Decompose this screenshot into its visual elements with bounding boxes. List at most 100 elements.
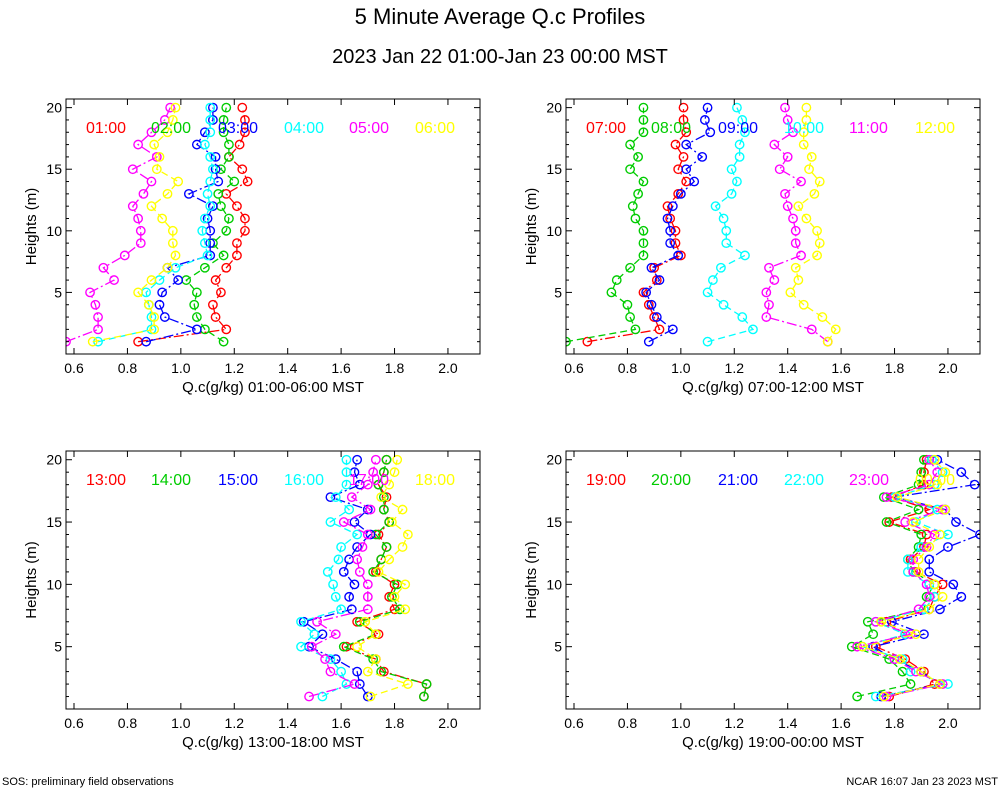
data-point	[232, 201, 242, 212]
data-point	[921, 542, 932, 552]
data-point	[189, 299, 200, 310]
x-tick-label: 0.8	[618, 360, 638, 376]
legend-entry-0900: 09:00	[718, 120, 758, 137]
data-point	[386, 517, 397, 527]
series-line-0000	[860, 459, 948, 698]
legend-entry-2100: 21:00	[718, 472, 758, 489]
data-point	[940, 504, 951, 515]
plot-frame	[565, 450, 981, 710]
data-point	[378, 467, 389, 478]
data-point	[154, 151, 165, 162]
data-point	[218, 115, 229, 125]
data-point	[362, 666, 373, 677]
data-point	[237, 164, 248, 175]
data-point	[381, 454, 392, 465]
data-point	[809, 188, 820, 199]
data-point	[205, 250, 216, 261]
data-point	[370, 566, 381, 577]
y-axis-label: Heights (m)	[23, 541, 40, 619]
data-point	[360, 616, 371, 627]
data-point	[199, 139, 210, 150]
data-point	[902, 566, 913, 577]
data-point	[397, 542, 408, 552]
data-point	[133, 287, 144, 298]
data-point	[127, 164, 138, 175]
data-point	[173, 275, 184, 285]
data-point	[208, 201, 218, 212]
data-point	[718, 213, 729, 224]
data-point	[365, 504, 376, 515]
data-point	[641, 287, 652, 298]
data-point	[937, 504, 948, 515]
data-point	[793, 201, 804, 212]
data-point	[726, 164, 737, 175]
data-point	[913, 554, 924, 565]
data-point	[143, 299, 154, 310]
plot-frame	[565, 98, 981, 355]
data-point	[352, 641, 363, 652]
data-point	[85, 287, 95, 298]
x-tick-label: 1.0	[671, 360, 691, 376]
data-point	[740, 127, 750, 138]
data-point	[199, 238, 210, 249]
data-point	[702, 336, 713, 347]
data-point	[320, 654, 330, 665]
plot-frame	[65, 98, 481, 355]
data-point	[210, 275, 221, 285]
data-point	[328, 579, 338, 590]
data-point	[935, 679, 945, 689]
data-point	[389, 467, 400, 478]
data-point	[344, 504, 355, 515]
data-point	[183, 188, 194, 199]
data-point	[218, 336, 229, 347]
data-point	[234, 139, 245, 150]
data-point	[796, 176, 806, 187]
data-point	[665, 238, 676, 249]
data-point	[780, 188, 790, 199]
data-point	[913, 504, 924, 515]
data-point	[721, 238, 732, 249]
data-point	[304, 691, 314, 702]
x-tick-label: 1.4	[278, 715, 298, 731]
legend-entry-1800: 18:00	[415, 472, 455, 489]
data-point	[397, 504, 408, 515]
x-tick-label: 0.6	[64, 360, 84, 376]
data-point	[384, 479, 395, 490]
data-point	[702, 102, 713, 113]
data-point	[633, 151, 644, 162]
series-line-0800	[566, 107, 645, 343]
data-point	[654, 324, 665, 335]
data-point	[352, 542, 363, 552]
data-point	[341, 467, 352, 478]
data-point	[349, 679, 360, 689]
data-point	[330, 629, 341, 640]
chart-subtitle: 2023 Jan 22 01:00-Jan 23 00:00 MST	[332, 46, 668, 68]
x-tick-label: 1.0	[171, 715, 191, 731]
chart-title: 5 Minute Average Q.c Profiles	[354, 4, 646, 29]
data-point	[670, 225, 681, 236]
data-point	[133, 213, 144, 224]
data-point	[932, 479, 943, 490]
data-point	[419, 691, 429, 702]
data-point	[368, 467, 379, 478]
data-point	[900, 517, 911, 527]
data-point	[133, 139, 144, 150]
data-point	[919, 542, 929, 552]
plot-area	[296, 454, 432, 702]
x-tick-label: 1.2	[225, 360, 245, 376]
data-point	[240, 127, 250, 138]
data-point	[801, 102, 812, 113]
data-point	[868, 629, 879, 640]
data-point	[924, 566, 935, 577]
legend-entry-1100: 11:00	[849, 120, 888, 137]
data-point	[349, 579, 360, 590]
x-tick-label: 0.8	[618, 715, 638, 731]
data-point	[402, 529, 413, 540]
data-point	[785, 287, 796, 298]
data-point	[951, 517, 961, 527]
plot-area	[846, 454, 980, 702]
data-point	[638, 250, 649, 261]
series-line-1200	[789, 107, 837, 343]
data-point	[943, 542, 953, 552]
